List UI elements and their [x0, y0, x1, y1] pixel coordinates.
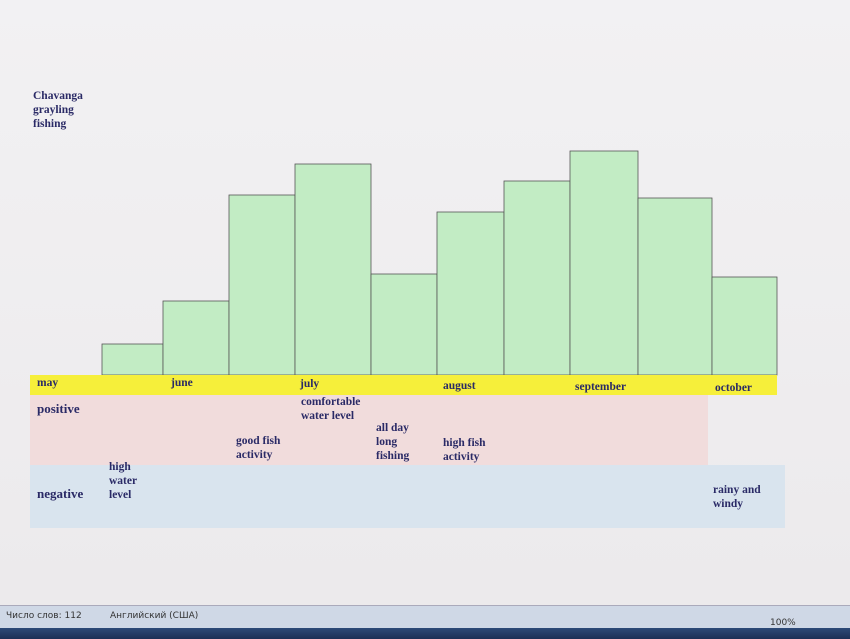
month: july [300, 378, 320, 390]
bar [637, 197, 713, 376]
title-line: grayling [33, 104, 74, 116]
status-bar [0, 605, 850, 628]
bar [101, 343, 164, 376]
note-line: water level [301, 410, 355, 422]
note-line: high fish [443, 437, 486, 449]
bars [101, 150, 778, 376]
note-line: level [109, 489, 132, 501]
bar [228, 194, 296, 376]
title-line: fishing [33, 118, 67, 130]
bar [370, 273, 438, 376]
row-label: negative [37, 486, 84, 501]
month: may [37, 377, 59, 389]
taskbar [0, 628, 850, 639]
title-line: Chavanga [33, 90, 83, 102]
month: september [575, 381, 627, 393]
note-line: rainy and [713, 484, 761, 496]
note-line: activity [236, 449, 273, 461]
note-line: water [109, 475, 138, 487]
note-line: comfortable [301, 396, 361, 408]
bar [162, 300, 230, 376]
note-line: all day [376, 422, 409, 434]
note-line: fishing [376, 450, 410, 462]
note-line: activity [443, 451, 480, 463]
language: Английский (США) [110, 611, 199, 621]
row-label: positive [37, 401, 80, 416]
positive-area [30, 395, 708, 465]
zoom: 100% [770, 618, 796, 628]
month-strip [30, 375, 777, 395]
bar [569, 150, 639, 376]
drawing [30, 150, 785, 528]
bar [503, 180, 571, 376]
note-line: high [109, 461, 131, 473]
note-line: windy [713, 498, 744, 510]
bar [294, 163, 372, 376]
note-line: good fish [236, 435, 281, 447]
word-count: Число слов: 112 [6, 611, 82, 621]
month: june [171, 377, 193, 389]
negative-area [30, 465, 785, 528]
month: october [715, 382, 753, 394]
note-line: long [376, 436, 398, 448]
bar [711, 276, 778, 376]
bar [436, 211, 505, 376]
month: august [443, 380, 476, 392]
